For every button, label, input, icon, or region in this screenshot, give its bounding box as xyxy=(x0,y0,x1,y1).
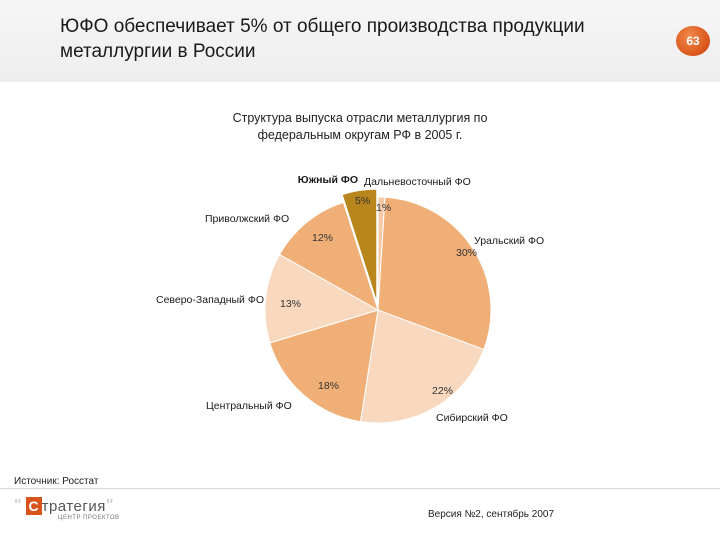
pie-slice-2 xyxy=(377,196,492,351)
logo-tagline: ЦЕНТР ПРОЕКТОВ xyxy=(58,515,120,521)
logo-letter-box: С xyxy=(25,497,42,516)
slice-name-label-3: Сибирский ФО xyxy=(436,412,508,424)
pie-slice-4 xyxy=(269,309,379,423)
slice-pct-label-7: 5% xyxy=(355,195,370,207)
slice-pct-label-6: 12% xyxy=(312,232,333,244)
slice-pct-label-2: 30% xyxy=(456,247,477,259)
slice-pct-label-5: 13% xyxy=(280,298,301,310)
source-note: Источник: Росстат xyxy=(14,476,99,487)
slide-title-line1: ЮФО обеспечивает 5% от общего производст… xyxy=(60,16,585,37)
slice-name-label-7: Южный ФО xyxy=(298,174,358,186)
logo-quote-mark: ʺ xyxy=(14,497,22,515)
pie-slice-6 xyxy=(278,201,379,312)
version-note: Версия №2, сентябрь 2007 xyxy=(428,509,555,520)
pie-slice-5 xyxy=(264,253,380,344)
pie-slice-7 xyxy=(341,188,378,303)
slice-pct-label-3: 22% xyxy=(432,385,453,397)
slide-title-line2: металлургии в России xyxy=(60,41,256,62)
slice-name-label-4: Центральный ФО xyxy=(206,400,292,412)
chart-title-line1: Структура выпуска отрасли металлургия по xyxy=(232,111,488,125)
slice-name-label-5: Северо-Западный ФО xyxy=(156,294,264,306)
logo-word: тратегия xyxy=(41,497,106,515)
slide-title: ЮФО обеспечивает 5% от общего производст… xyxy=(60,14,620,64)
slice-name-label-1: Дальневосточный ФО xyxy=(364,176,471,188)
pie-slice-3 xyxy=(359,309,485,424)
slice-pct-label-4: 18% xyxy=(318,380,339,392)
chart-title: Структура выпуска отрасли металлургия по… xyxy=(180,110,540,144)
logo-quote-mark-close: ʺ xyxy=(105,497,114,515)
slice-name-label-2: Уральский ФО xyxy=(474,235,544,247)
chart-title-line2: федеральным округам РФ в 2005 г. xyxy=(257,128,463,142)
slide-header: ЮФО обеспечивает 5% от общего производст… xyxy=(0,0,720,82)
footer-divider xyxy=(0,488,720,489)
slice-pct-label-1: 1% xyxy=(376,202,391,214)
slice-name-label-6: Приволжский ФО xyxy=(205,213,289,225)
page-number-badge: 63 xyxy=(676,26,710,56)
